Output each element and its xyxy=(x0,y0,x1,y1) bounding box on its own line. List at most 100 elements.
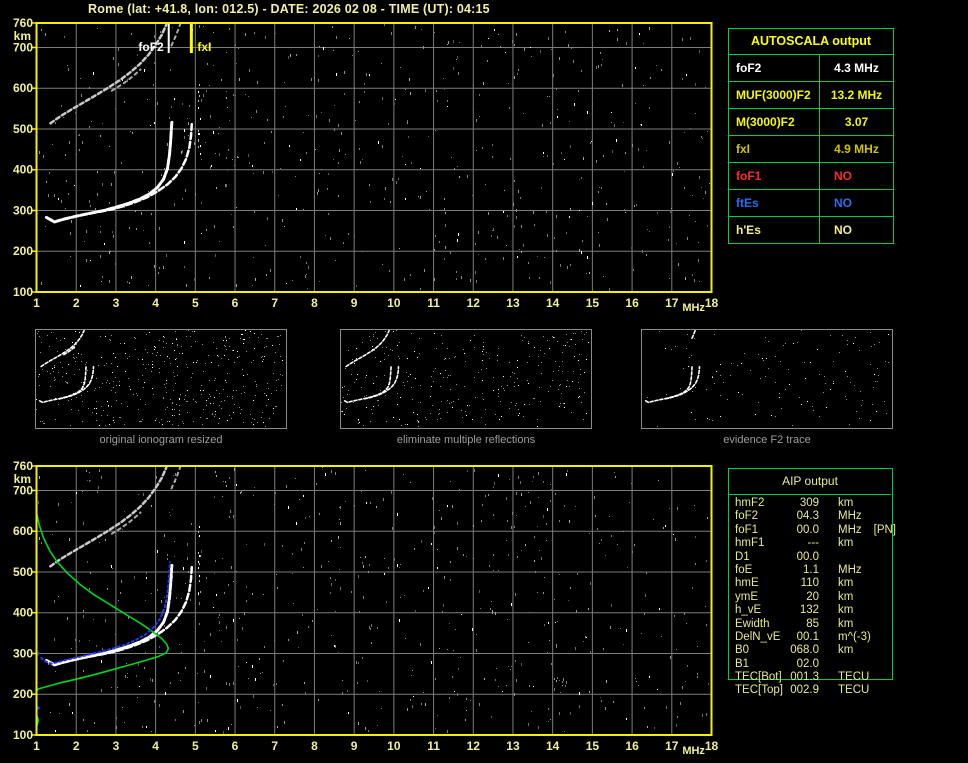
x-tick-label: 1 xyxy=(33,739,40,753)
x-tick-label: 14 xyxy=(546,296,560,310)
thumb-trace-hop1_x xyxy=(363,365,400,400)
autoscala-row-M(3000)F2: M(3000)F2 3.07 xyxy=(729,108,893,135)
aip-row-value: 132 xyxy=(799,604,819,617)
thumb-trace-hop1_x xyxy=(664,365,701,400)
trace-first-hop-o xyxy=(44,120,174,224)
aip-row-value: 309 xyxy=(799,497,819,509)
x-tick-label: 17 xyxy=(665,296,679,310)
aip-row-D1: D1 00.0 xyxy=(735,551,965,564)
aip-row-note: [PN] xyxy=(873,523,897,536)
x-tick-label: 12 xyxy=(467,296,481,310)
x-tick-label: 16 xyxy=(625,739,639,753)
autoscala-row-ftEs: ftEs NO xyxy=(729,189,893,216)
aip-row-value: 1.1 xyxy=(803,563,819,576)
y-tick-label: 600 xyxy=(13,81,33,95)
y-tick-label: 760 xyxy=(13,16,33,30)
aip-row-value: 00.1 xyxy=(796,630,819,643)
thumbnail-caption-1: original ionogram resized xyxy=(99,434,223,446)
x-tick-label: 5 xyxy=(192,739,199,753)
x-tick-label: 13 xyxy=(506,296,520,310)
thumb-trace-hop2_o xyxy=(345,330,390,368)
aip-row-hmE: hmE 110 km xyxy=(735,577,965,590)
noise-layer xyxy=(39,24,710,291)
thumb-trace-hop2_x2 xyxy=(691,330,697,339)
aip-row-value: 001.3 xyxy=(790,671,819,684)
aip-row-value: 00.0 xyxy=(796,523,819,536)
autoscala-row-value: 4.3 MHz xyxy=(834,61,879,75)
aip-row-value: --- xyxy=(807,537,820,550)
autoscala-row-value: NO xyxy=(834,169,852,183)
marker-line-foF2 xyxy=(167,23,170,53)
aip-row-label: hmF1 xyxy=(735,537,765,550)
x-tick-label: 7 xyxy=(271,296,278,310)
y-tick-label: 400 xyxy=(13,163,33,177)
thumb-noise-layer xyxy=(36,330,283,427)
y-axis-unit: km xyxy=(14,29,31,43)
aip-row-label: TEC[Top] xyxy=(735,684,783,697)
x-tick-label: 15 xyxy=(586,739,600,753)
aip-row-label: foF2 xyxy=(735,510,759,523)
aip-row-value: 002.9 xyxy=(790,684,819,697)
x-tick-label: 3 xyxy=(113,739,120,753)
plot-border xyxy=(35,465,713,736)
aip-row-unit: TECU xyxy=(838,671,870,684)
trace-second-hop-o xyxy=(49,23,168,125)
aip-row-unit: km xyxy=(838,604,854,617)
autoscala-row-label: M(3000)F2 xyxy=(729,109,820,135)
aip-row-value: 02.0 xyxy=(796,657,819,670)
thumbnail-caption-3: evidence F2 trace xyxy=(723,434,811,446)
autoscala-table-title: AUTOSCALA output xyxy=(750,34,872,48)
aip-row-value: 04.3 xyxy=(796,510,819,523)
aip-row-unit: MHz xyxy=(838,563,862,576)
x-tick-label: 10 xyxy=(387,296,401,310)
autoscala-row-foF1: foF1 NO xyxy=(729,162,893,189)
x-tick-label: 9 xyxy=(351,739,358,753)
x-tick-label: 14 xyxy=(546,739,560,753)
grid-lines xyxy=(36,466,712,735)
aip-title-separator xyxy=(729,494,891,495)
marker-line-fxI xyxy=(189,23,193,53)
autoscala-row-label: ftEs xyxy=(729,190,820,216)
autoscala-row-value: 13.2 MHz xyxy=(830,88,883,102)
aip-table-title: AIP output xyxy=(782,474,838,488)
aip-row-B1: B1 02.0 xyxy=(735,658,965,671)
trace-first-hop-x xyxy=(98,122,194,213)
autoscala-output-table: AUTOSCALA output foF2 4.3 MHz MUF(3000)F2 1… xyxy=(728,28,894,244)
aip-row-value: 85 xyxy=(806,617,819,630)
y-tick-label: 100 xyxy=(13,285,33,299)
aip-row-unit: km xyxy=(838,497,854,509)
aip-row-TEC[Bot]: TEC[Bot] 001.3 TECU xyxy=(735,671,965,684)
x-tick-label: 15 xyxy=(586,296,600,310)
y-tick-label: 300 xyxy=(13,203,33,217)
x-tick-label: 1 xyxy=(33,296,40,310)
autoscala-row-label: foF1 xyxy=(729,163,820,189)
y-tick-label: 700 xyxy=(13,483,33,497)
x-tick-label: 9 xyxy=(351,296,358,310)
autoscala-row-label: h'Es xyxy=(729,217,820,243)
y-tick-label: 100 xyxy=(13,728,33,742)
x-tick-label: 18 xyxy=(705,739,719,753)
aip-row-DelN_vE: DelN_vE 00.1 m^(-3) xyxy=(735,631,965,644)
marker-label-fxI: fxI xyxy=(197,40,211,54)
x-tick-label: 16 xyxy=(625,296,639,310)
x-tick-label: 4 xyxy=(152,296,159,310)
aip-row-label: DelN_vE xyxy=(735,630,781,643)
aip-row-label: D1 xyxy=(735,550,750,563)
aip-row-label: foF1 xyxy=(735,523,759,536)
y-tick-label: 600 xyxy=(13,524,33,538)
x-tick-label: 4 xyxy=(152,739,159,753)
aip-row-Ewidth: Ewidth 85 km xyxy=(735,618,965,631)
aip-row-unit: m^(-3) xyxy=(838,630,871,643)
thumb-trace-hop2_o xyxy=(40,330,85,368)
aip-row-foF1: foF1 00.0 MHz [PN] xyxy=(735,524,965,537)
aip-row-label: h_vE xyxy=(735,604,762,617)
thumb-trace-hop1_o xyxy=(38,365,87,404)
autoscala-row-label: foF2 xyxy=(729,55,820,81)
grid-lines xyxy=(36,23,712,292)
aip-row-unit: TECU xyxy=(838,684,870,697)
x-tick-label: 6 xyxy=(232,296,239,310)
x-tick-label: 17 xyxy=(665,739,679,753)
